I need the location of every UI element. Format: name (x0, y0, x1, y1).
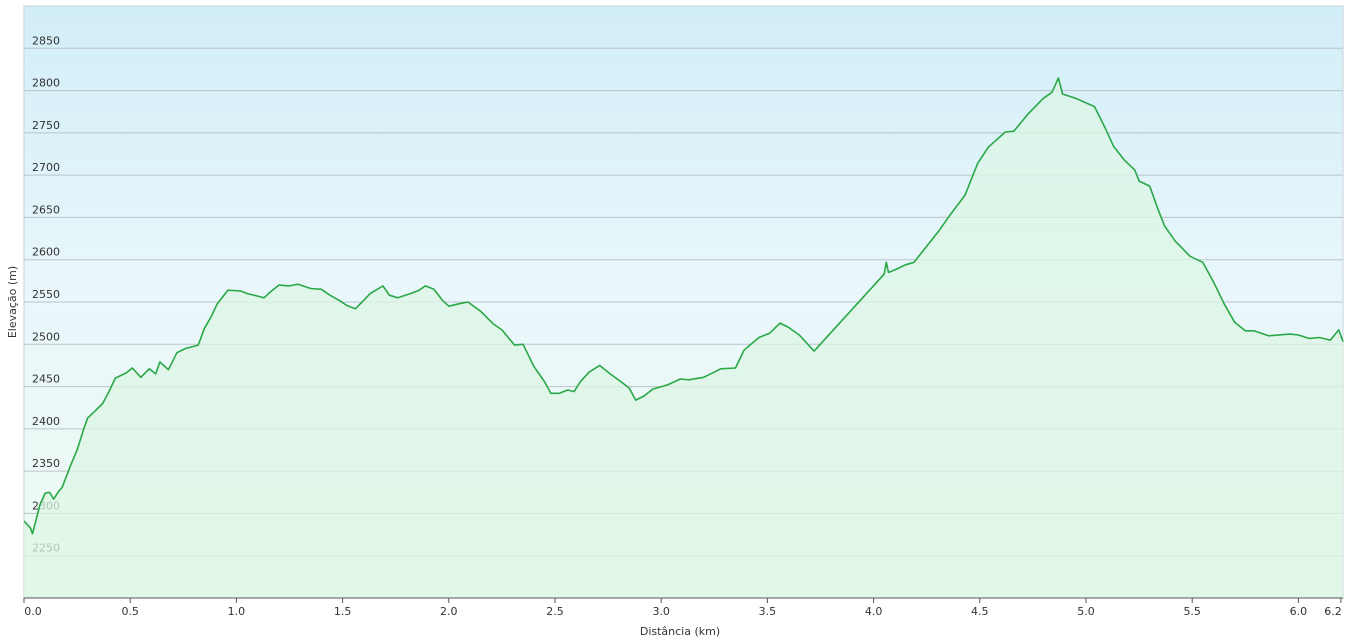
x-tick-label: 6.0 (1290, 605, 1308, 618)
x-axis-title: Distância (km) (640, 625, 720, 638)
y-tick-label: 2700 (32, 161, 60, 174)
x-tick-label: 2.5 (546, 605, 564, 618)
x-tick-label: 1.5 (334, 605, 352, 618)
y-tick-label: 2350 (32, 457, 60, 470)
y-tick-label: 2450 (32, 373, 60, 386)
x-tick-label: 5.0 (1077, 605, 1095, 618)
x-tick-label: 4.0 (865, 605, 883, 618)
y-tick-label: 2550 (32, 288, 60, 301)
x-tick-label: 4.5 (971, 605, 989, 618)
x-tick-label: 2.0 (440, 605, 458, 618)
y-tick-label: 2600 (32, 246, 60, 259)
x-tick-label: 3.5 (759, 605, 777, 618)
x-tick-label: 6.2 (1324, 605, 1342, 618)
y-tick-label: 2800 (32, 77, 60, 90)
y-tick-label: 2750 (32, 119, 60, 132)
y-tick-label: 2400 (32, 415, 60, 428)
x-tick-label: 0.0 (24, 605, 42, 618)
y-axis-title: Elevação (m) (6, 266, 19, 338)
y-tick-label: 2650 (32, 203, 60, 216)
elevation-line (23, 77, 1344, 535)
x-tick-label: 3.0 (652, 605, 670, 618)
y-tick-label: 2500 (32, 330, 60, 343)
x-tick-label: 5.5 (1183, 605, 1201, 618)
y-tick-label: 2850 (32, 34, 60, 47)
x-tick-label: 0.5 (121, 605, 139, 618)
elevation-area (24, 77, 1343, 598)
x-tick-label: 1.0 (228, 605, 246, 618)
